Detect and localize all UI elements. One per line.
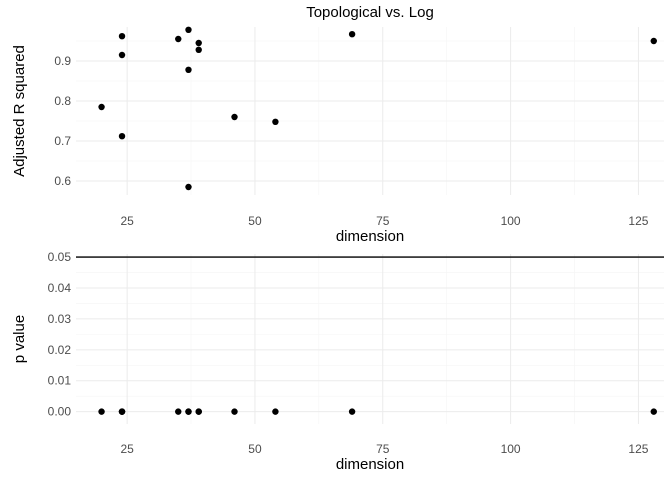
top-points — [98, 26, 657, 191]
top-y-tick-label: 0.8 — [54, 94, 71, 108]
top-y-tick-label: 0.6 — [54, 174, 71, 188]
top-x-tick-label: 25 — [120, 214, 134, 228]
bottom-y-tick-label: 0.02 — [48, 343, 72, 357]
top-data-point — [118, 133, 126, 140]
bottom-y-tick-label: 0.00 — [48, 405, 72, 419]
top-data-point — [231, 113, 238, 121]
bottom-y-axis-title: p value — [11, 315, 28, 363]
top-data-point — [272, 118, 279, 126]
top-data-point — [118, 51, 126, 59]
bottom-data-point — [98, 408, 105, 415]
top-data-point — [185, 66, 192, 74]
bottom-y-tick-label: 0.03 — [48, 312, 72, 326]
top-x-tick-label: 75 — [376, 214, 390, 228]
top-x-tick-label: 125 — [628, 214, 648, 228]
bottom-axis-labels: 25 50 75 100 125 0.00 0.01 0.02 0.03 0.04 0.05 dime… — [11, 250, 649, 473]
bottom-data-point — [650, 408, 657, 415]
bottom-data-point — [185, 408, 192, 415]
top-data-point — [348, 31, 356, 38]
chart-title: Topological vs. Log — [306, 4, 434, 21]
top-data-point — [185, 183, 192, 191]
top-x-tick-label: 100 — [501, 214, 521, 228]
bottom-y-tick-label: 0.04 — [48, 281, 72, 295]
bottom-x-tick-label: 125 — [628, 442, 648, 456]
bottom-x-tick-label: 100 — [501, 442, 521, 456]
bottom-grid — [76, 254, 664, 424]
top-grid — [76, 27, 664, 195]
bottom-x-tick-label: 25 — [120, 442, 134, 456]
bottom-data-point — [195, 408, 202, 415]
top-y-tick-label: 0.7 — [54, 134, 71, 148]
top-x-axis-title: dimension — [336, 228, 404, 245]
top-axis-labels: 25 50 75 100 125 0.6 0.7 0.8 0.9 dimension Adjuste… — [11, 4, 649, 245]
bottom-y-tick-label: 0.05 — [48, 250, 72, 264]
bottom-x-tick-label: 75 — [376, 442, 390, 456]
bottom-x-axis-title: dimension — [336, 456, 404, 473]
bottom-y-tick-label: 0.01 — [48, 374, 72, 388]
top-data-point — [650, 37, 657, 45]
top-y-tick-label: 0.9 — [54, 54, 71, 68]
top-data-point — [118, 33, 126, 40]
bottom-data-point — [272, 408, 279, 415]
adjusted-r-squared-panel: 25 50 75 100 125 0.6 0.7 0.8 0.9 dimension Adjuste… — [11, 4, 664, 245]
top-x-tick-label: 50 — [248, 214, 262, 228]
top-data-point — [175, 35, 182, 43]
bottom-data-point — [348, 408, 356, 415]
bottom-data-point — [118, 408, 126, 415]
bottom-data-point — [231, 408, 238, 415]
top-data-point — [98, 103, 105, 111]
top-y-axis-title: Adjusted R squared — [11, 45, 28, 177]
top-data-point — [185, 26, 192, 33]
top-data-point — [195, 39, 202, 47]
bottom-x-tick-label: 50 — [248, 442, 262, 456]
top-data-point — [195, 46, 202, 53]
bottom-points — [76, 256, 664, 415]
p-value-panel: 25 50 75 100 125 0.00 0.01 0.02 0.03 0.04 0.05 dime… — [11, 250, 664, 473]
bottom-data-point — [175, 408, 182, 415]
